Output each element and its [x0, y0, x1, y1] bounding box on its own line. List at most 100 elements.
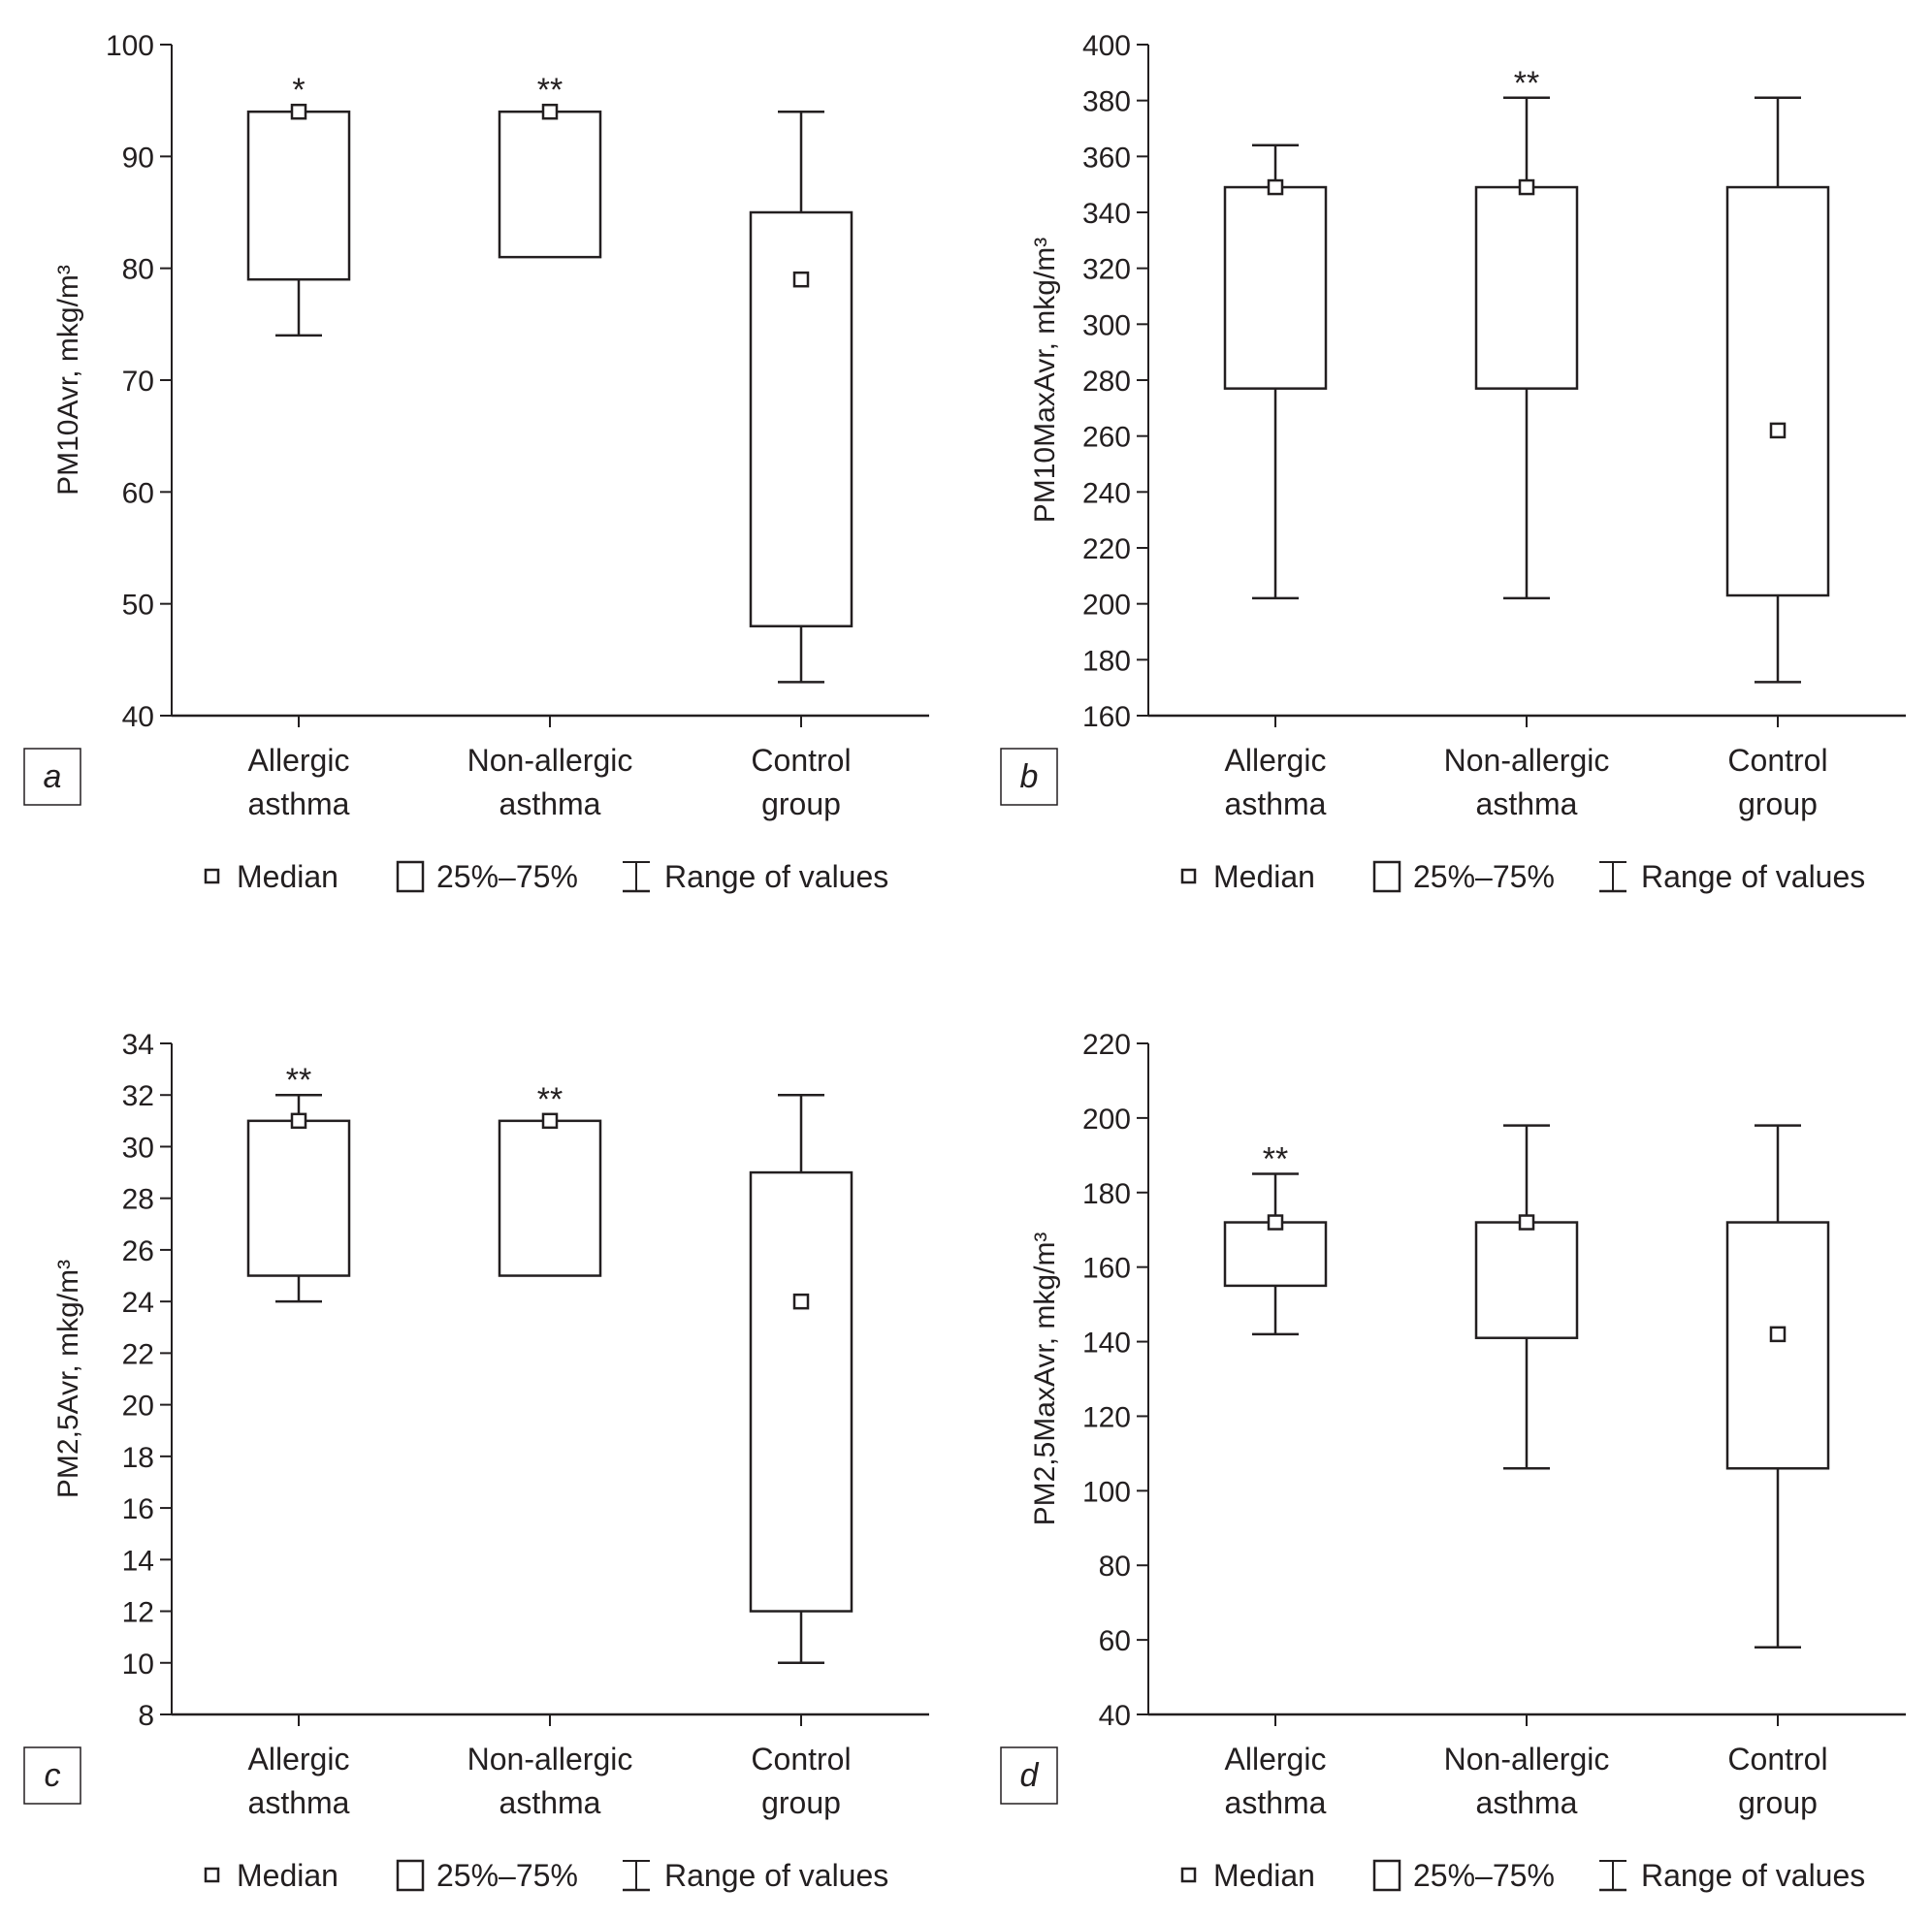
y-tick-label: 300 [1082, 309, 1131, 341]
x-category-label: Control [1727, 743, 1827, 778]
x-category-label: Control [751, 743, 851, 778]
y-tick-label: 18 [122, 1442, 154, 1474]
iqr-box [1223, 1221, 1328, 1288]
x-category-label: Non-allergic [1444, 743, 1610, 778]
legend-iqr-icon [396, 860, 425, 893]
legend-median-icon [204, 868, 220, 884]
y-axis-label: PM2,5MaxAvr, mkg/m³ [1029, 1233, 1061, 1526]
x-category-label: Allergic [248, 1742, 350, 1777]
y-tick-label: 8 [138, 1700, 154, 1732]
iqr-box [1474, 1221, 1579, 1339]
y-tick-label: 360 [1082, 142, 1131, 174]
legend: Median 25%–75% Range of values [204, 859, 888, 894]
y-tick-label: 22 [122, 1338, 154, 1370]
legend-median-label: Median [237, 859, 338, 894]
median-marker [1518, 1214, 1535, 1231]
y-tick-label: 160 [1082, 701, 1131, 733]
iqr-box [749, 1170, 853, 1613]
median-marker [541, 103, 559, 120]
y-tick-label: 20 [122, 1391, 154, 1423]
y-tick-label: 30 [122, 1132, 154, 1164]
y-tick-label: 320 [1082, 254, 1131, 286]
panel-letter: a [44, 758, 62, 795]
panel-a: 40 50 60 70 80 90 100 PM10Avr, mkg/m³ Allergic as… [23, 30, 929, 894]
panel-letter-box [23, 748, 81, 806]
x-category-label: asthma [499, 1785, 601, 1820]
x-category-label: Non-allergic [1444, 1742, 1610, 1777]
panel-b: 160 180 200 220 240 260 280 300 320 340 360 380 400 P… [1000, 30, 1906, 894]
legend-median-icon [1180, 1867, 1197, 1883]
y-tick-label: 70 [122, 366, 154, 398]
legend-iqr-icon [1372, 860, 1401, 893]
significance-marker: ** [537, 72, 563, 109]
x-category-label: group [761, 786, 841, 821]
y-tick-label: 90 [122, 142, 154, 174]
x-category-label: asthma [1476, 786, 1578, 821]
y-tick-label: 400 [1082, 30, 1131, 62]
y-tick-label: 240 [1082, 477, 1131, 509]
y-tick-label: 50 [122, 590, 154, 622]
legend-iqr-icon [1372, 1859, 1401, 1892]
y-tick-label: 340 [1082, 198, 1131, 230]
x-category-label: Non-allergic [467, 743, 633, 778]
iqr-box [1725, 185, 1830, 597]
y-tick-label: 200 [1082, 590, 1131, 622]
x-category-label: Control [1727, 1742, 1827, 1777]
median-marker [1518, 178, 1535, 196]
panel-letter-box [1000, 1746, 1058, 1805]
legend-iqr-icon [396, 1859, 425, 1892]
legend-median-icon [204, 1867, 220, 1883]
x-category-label: asthma [1225, 786, 1327, 821]
legend-iqr-label: 25%–75% [436, 1858, 578, 1893]
panel-d: 40 60 80 100 120 140 160 180 200 220 PM2,5MaxAvr, … [1000, 1029, 1906, 1893]
y-tick-label: 140 [1082, 1328, 1131, 1360]
median-marker [1769, 1326, 1787, 1343]
y-tick-label: 60 [1099, 1625, 1131, 1657]
x-category-label: group [1738, 786, 1818, 821]
y-tick-label: 100 [106, 30, 154, 62]
x-category-label: Allergic [1225, 1742, 1327, 1777]
significance-marker: ** [537, 1081, 563, 1118]
legend-iqr-label: 25%–75% [1413, 1858, 1555, 1893]
legend-range-label: Range of values [664, 859, 888, 894]
y-tick-label: 14 [122, 1545, 154, 1577]
x-category-label: Control [751, 1742, 851, 1777]
iqr-box [498, 1119, 602, 1277]
x-category-label: group [761, 1785, 841, 1820]
y-tick-label: 10 [122, 1649, 154, 1681]
y-tick-label: 34 [122, 1029, 154, 1061]
panel-letter-box [1000, 748, 1058, 806]
y-tick-label: 32 [122, 1080, 154, 1112]
legend-range-label: Range of values [1641, 859, 1865, 894]
median-marker [1267, 1214, 1284, 1231]
iqr-box [1474, 185, 1579, 390]
legend-range-label: Range of values [664, 1858, 888, 1893]
y-tick-label: 60 [122, 477, 154, 509]
legend-iqr-label: 25%–75% [1413, 859, 1555, 894]
y-tick-label: 80 [1099, 1551, 1131, 1583]
panel-letter: c [45, 1757, 61, 1794]
y-tick-label: 280 [1082, 366, 1131, 398]
y-tick-label: 12 [122, 1597, 154, 1629]
iqr-box [1223, 185, 1328, 390]
x-category-label: asthma [1225, 1785, 1327, 1820]
median-marker [290, 103, 307, 120]
y-tick-label: 200 [1082, 1104, 1131, 1136]
legend-median-icon [1180, 868, 1197, 884]
y-tick-label: 120 [1082, 1401, 1131, 1433]
x-category-label: asthma [499, 786, 601, 821]
x-category-label: asthma [248, 1785, 350, 1820]
y-tick-label: 180 [1082, 645, 1131, 677]
y-tick-label: 180 [1082, 1178, 1131, 1210]
median-marker [290, 1112, 307, 1130]
legend: Median 25%–75% Range of values [204, 1858, 888, 1893]
iqr-box [1725, 1221, 1830, 1470]
x-category-label: Non-allergic [467, 1742, 633, 1777]
iqr-box [246, 110, 351, 281]
median-marker [541, 1112, 559, 1130]
x-category-label: asthma [1476, 1785, 1578, 1820]
y-axis-label: PM10Avr, mkg/m³ [52, 265, 84, 496]
iqr-box [246, 1119, 351, 1277]
iqr-box [498, 110, 602, 259]
